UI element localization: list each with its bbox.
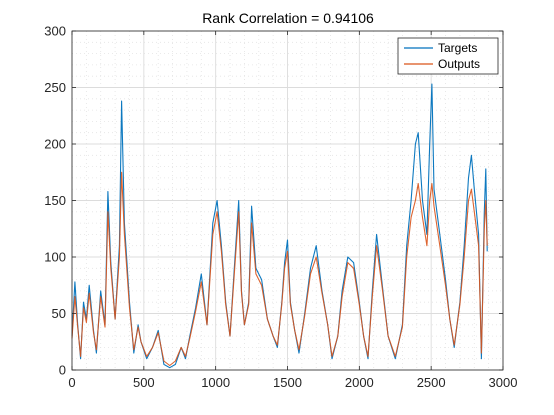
y-tick-label: 150: [44, 193, 66, 208]
y-tick-label: 300: [44, 24, 66, 39]
y-tick-label: 0: [59, 363, 66, 378]
ticks-layer: 0 500 1000 1500 2000 2500 3000 0 50 100 150 200 250 3…: [44, 24, 517, 391]
y-tick-label: 100: [44, 250, 66, 265]
x-tick-label: 2000: [345, 375, 374, 390]
y-tick-label: 250: [44, 80, 66, 95]
legend-box: [397, 37, 499, 75]
x-tick-label: 2500: [417, 375, 446, 390]
y-tick-label: 200: [44, 137, 66, 152]
x-tick-label: 0: [68, 375, 75, 390]
y-tick-label: 50: [52, 306, 66, 321]
series-line-outputs: [71, 171, 488, 367]
legend-label: Targets: [438, 41, 477, 55]
x-tick-label: 3000: [489, 375, 518, 390]
grid-layer: [71, 30, 504, 371]
x-tick-label: 1500: [273, 375, 302, 390]
x-tick-label: 1000: [201, 375, 230, 390]
legend: Targets Outputs: [397, 37, 499, 75]
legend-label: Outputs: [438, 57, 480, 71]
series-layer: [71, 83, 488, 369]
x-tick-label: 500: [133, 375, 155, 390]
chart-title: Rank Correlation = 0.94106: [202, 10, 374, 26]
